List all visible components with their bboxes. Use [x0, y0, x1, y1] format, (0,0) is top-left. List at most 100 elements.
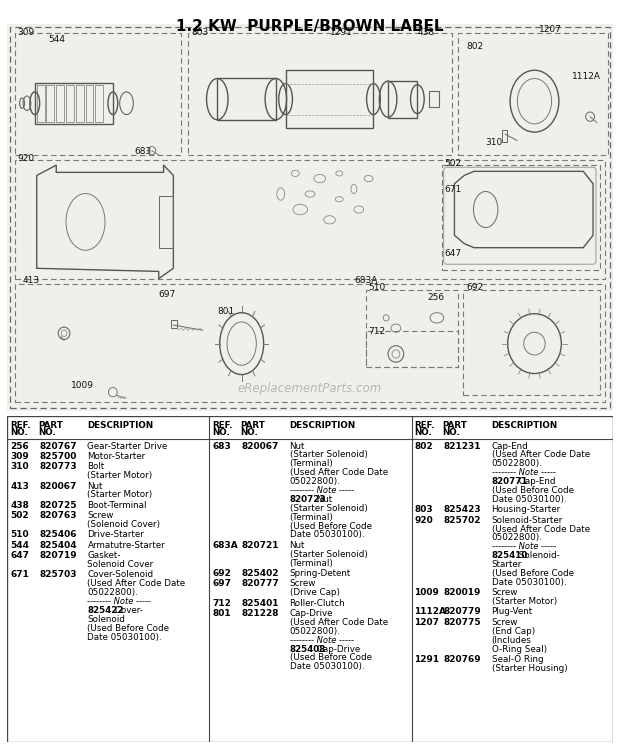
- Text: Solenoid-: Solenoid-: [516, 551, 560, 560]
- Text: (Starter Solenoid): (Starter Solenoid): [290, 450, 368, 460]
- Text: PART: PART: [38, 421, 63, 430]
- Text: (End Cap): (End Cap): [492, 626, 535, 635]
- Text: 697: 697: [213, 580, 231, 589]
- Text: 712: 712: [213, 599, 231, 608]
- Text: 820019: 820019: [444, 589, 481, 597]
- Text: Screw: Screw: [87, 511, 114, 520]
- Text: (Solenoid Cover): (Solenoid Cover): [87, 520, 161, 529]
- Text: 05022800).: 05022800).: [492, 533, 542, 542]
- Text: Roller-Clutch: Roller-Clutch: [290, 599, 345, 608]
- Text: Screw: Screw: [492, 618, 518, 627]
- Text: 1291: 1291: [329, 28, 352, 37]
- Bar: [16, 33, 181, 155]
- Text: 683A: 683A: [213, 541, 238, 550]
- Text: eReplacementParts.com: eReplacementParts.com: [238, 382, 382, 395]
- Text: 502: 502: [445, 159, 462, 168]
- Text: 413: 413: [11, 481, 29, 490]
- Text: NO.: NO.: [213, 428, 230, 437]
- Text: Bolt: Bolt: [87, 462, 105, 471]
- Text: 825422: 825422: [87, 606, 124, 615]
- Bar: [159, 196, 174, 248]
- Text: Cap-End: Cap-End: [492, 442, 528, 451]
- Text: 05022800).: 05022800).: [492, 459, 542, 468]
- Text: Cover-: Cover-: [112, 606, 143, 615]
- Text: (Terminal): (Terminal): [290, 559, 334, 568]
- Text: NO.: NO.: [443, 428, 461, 437]
- Text: 310: 310: [11, 462, 29, 471]
- Text: Seal-O Ring: Seal-O Ring: [492, 655, 543, 664]
- Bar: [388, 80, 417, 118]
- Text: REF.: REF.: [213, 421, 233, 430]
- Text: Motor-Starter: Motor-Starter: [87, 452, 146, 461]
- Text: 803: 803: [414, 505, 433, 514]
- Text: Cap-Drive: Cap-Drive: [290, 609, 333, 618]
- Text: 05022800).: 05022800).: [290, 477, 340, 486]
- Text: 820773: 820773: [40, 462, 78, 471]
- Text: 438: 438: [11, 501, 29, 510]
- Text: Solenoid: Solenoid: [87, 615, 125, 624]
- Text: 510: 510: [368, 283, 386, 292]
- Text: 671: 671: [11, 571, 29, 580]
- Text: Nut: Nut: [87, 481, 103, 490]
- Text: 544: 544: [11, 541, 29, 550]
- Bar: [76, 85, 84, 122]
- Text: 1.2 KW  PURPLE/BROWN LABEL: 1.2 KW PURPLE/BROWN LABEL: [176, 19, 444, 34]
- Text: Solenoid-Starter: Solenoid-Starter: [492, 516, 563, 525]
- Text: O-Ring Seal): O-Ring Seal): [492, 644, 547, 653]
- Text: Screw: Screw: [492, 589, 518, 597]
- Bar: [286, 70, 373, 128]
- Text: 1009: 1009: [414, 589, 440, 597]
- Bar: [46, 85, 55, 122]
- Text: PART: PART: [241, 421, 265, 430]
- Text: Gasket-: Gasket-: [87, 551, 121, 560]
- Text: 803: 803: [191, 28, 208, 37]
- Bar: [66, 85, 74, 122]
- Text: 413: 413: [22, 276, 39, 285]
- Text: 821228: 821228: [242, 609, 279, 618]
- Text: -------- Note -----: -------- Note -----: [87, 597, 151, 606]
- Text: 820067: 820067: [40, 481, 77, 490]
- Bar: [463, 290, 600, 395]
- Text: NO.: NO.: [241, 428, 259, 437]
- Text: 309: 309: [11, 452, 29, 461]
- Text: NO.: NO.: [11, 428, 29, 437]
- Text: -------- Note -----: -------- Note -----: [290, 486, 353, 495]
- Text: Gear-Starter Drive: Gear-Starter Drive: [87, 442, 168, 451]
- Text: (Used After Code Date: (Used After Code Date: [87, 580, 185, 589]
- Text: 310: 310: [485, 138, 503, 147]
- Text: 825703: 825703: [40, 571, 77, 580]
- Text: (Used Before Code: (Used Before Code: [290, 653, 371, 662]
- Bar: [502, 130, 507, 142]
- Text: 683: 683: [135, 147, 151, 155]
- Text: Boot-Terminal: Boot-Terminal: [87, 501, 147, 510]
- Text: (Used Before Code: (Used Before Code: [87, 623, 169, 632]
- Text: (Drive Cap): (Drive Cap): [290, 589, 340, 597]
- Bar: [429, 91, 439, 107]
- Text: 920: 920: [414, 516, 433, 525]
- Bar: [16, 283, 604, 403]
- Text: PART: PART: [443, 421, 467, 430]
- Text: 825700: 825700: [40, 452, 77, 461]
- Text: 801: 801: [217, 307, 234, 315]
- Text: 647: 647: [11, 551, 29, 560]
- Text: 1112A: 1112A: [572, 71, 601, 80]
- Bar: [217, 78, 276, 120]
- Bar: [171, 320, 177, 328]
- Text: NO.: NO.: [414, 428, 432, 437]
- Text: 920: 920: [17, 154, 34, 163]
- Text: Nut: Nut: [290, 541, 305, 550]
- Bar: [37, 85, 45, 122]
- Text: Drive-Starter: Drive-Starter: [87, 530, 144, 539]
- Text: (Used Before Code: (Used Before Code: [492, 486, 574, 495]
- Text: 05022800).: 05022800).: [87, 589, 138, 597]
- Bar: [86, 85, 94, 122]
- Text: 825406: 825406: [40, 530, 77, 539]
- Text: -------- Note -----: -------- Note -----: [492, 468, 556, 477]
- Text: Date 05030100).: Date 05030100).: [87, 632, 162, 641]
- Text: Solenoid Cover: Solenoid Cover: [87, 560, 154, 569]
- Text: (Starter Motor): (Starter Motor): [87, 471, 153, 480]
- Text: 647: 647: [445, 249, 462, 258]
- Text: 683A: 683A: [354, 276, 378, 285]
- Text: DESCRIPTION: DESCRIPTION: [290, 421, 356, 430]
- Text: (Used After Code Date: (Used After Code Date: [290, 468, 388, 477]
